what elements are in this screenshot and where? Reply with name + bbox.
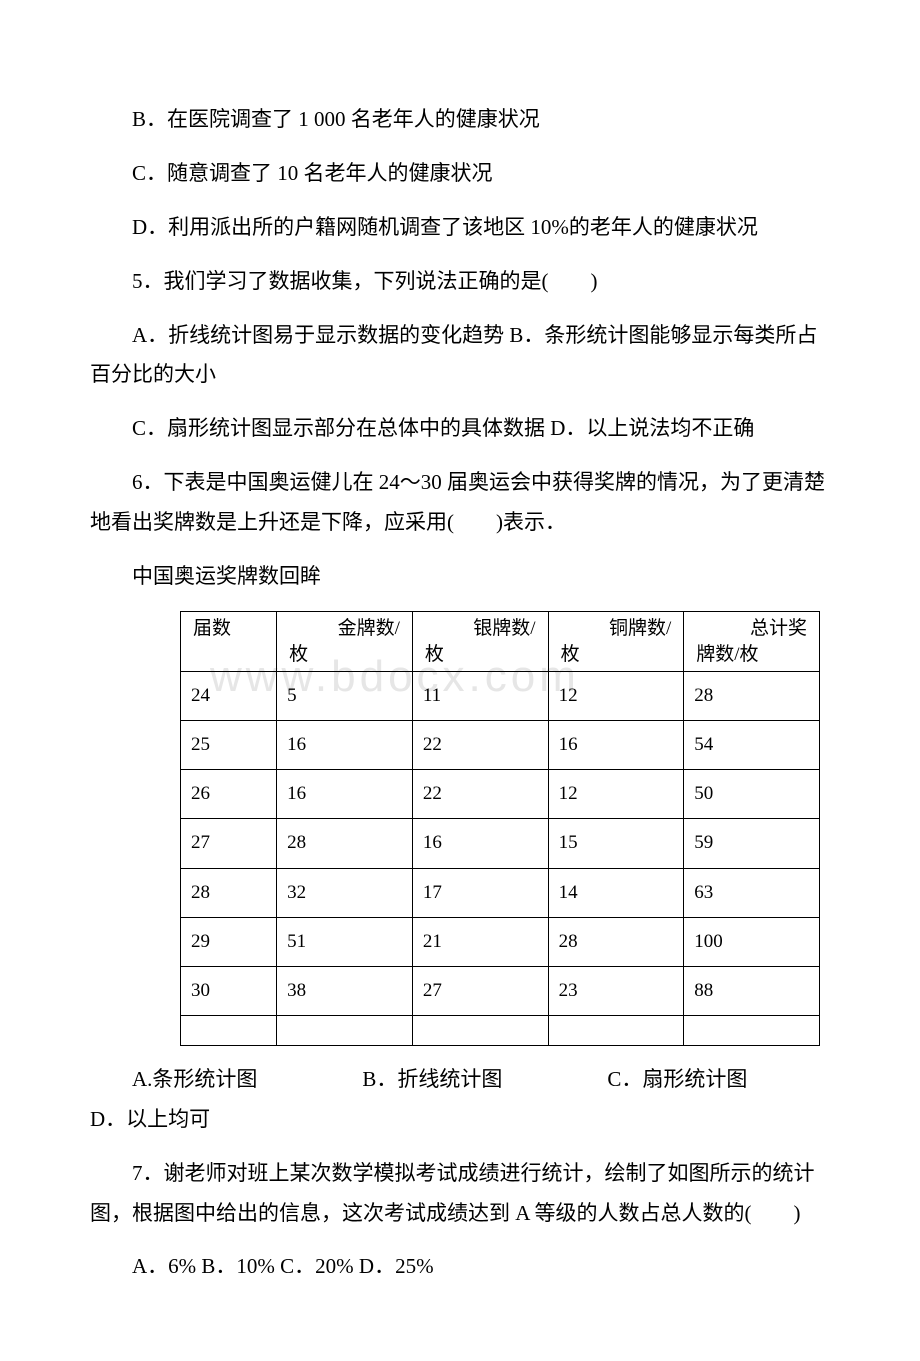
table-cell: 24 [181,672,277,721]
q6-caption: 中国奥运奖牌数回眸 [90,557,830,597]
table-cell: 14 [548,868,684,917]
table-cell: 26 [181,770,277,819]
table-cell: 23 [548,966,684,1015]
table-cell: 17 [412,868,548,917]
table-header-row: 届数 金牌数/ 枚 银牌数/ 枚 [181,611,820,671]
q6-medal-table: 届数 金牌数/ 枚 银牌数/ 枚 [180,611,820,1046]
q6-stem: 6．下表是中国奥运健儿在 24～30 届奥运会中获得奖牌的情况，为了更清楚地看出… [90,463,830,543]
table-body: 2451112282516221654261622125027281615592… [181,672,820,1046]
table-row: 3038272388 [181,966,820,1015]
table-row: 29512128100 [181,917,820,966]
th-silver: 银牌数/ 枚 [412,611,548,671]
table-cell: 16 [412,819,548,868]
table-row: 2832171463 [181,868,820,917]
table-cell: 12 [548,672,684,721]
th-silver-top: 银牌数/ [421,616,540,642]
th-silver-bot: 枚 [421,642,540,668]
th-total-top: 总计奖 [692,616,811,642]
table-row: 2728161559 [181,819,820,868]
q6-options: A.条形统计图 B．折线统计图 C．扇形统计图 D．以上均可 [90,1060,830,1140]
th-session: 届数 [181,611,277,671]
table-cell: 16 [277,721,413,770]
table-cell [412,1015,548,1045]
q7-stem: 7．谢老师对班上某次数学模拟考试成绩进行统计，绘制了如图所示的统计图，根据图中给… [90,1154,830,1234]
table-cell: 16 [277,770,413,819]
th-bronze: 铜牌数/ 枚 [548,611,684,671]
q4-option-c: C．随意调查了 10 名老年人的健康状况 [90,154,830,194]
table-cell: 28 [277,819,413,868]
table-cell: 88 [684,966,820,1015]
table-cell: 22 [412,721,548,770]
q5-options-ab: A．折线统计图易于显示数据的变化趋势 B．条形统计图能够显示每类所占百分比的大小 [90,316,830,396]
th-gold-bot: 枚 [285,642,404,668]
table-cell: 15 [548,819,684,868]
table-cell: 50 [684,770,820,819]
table-cell: 100 [684,917,820,966]
q6-table-container: www.bdocx.com 届数 金牌数/ 枚 [90,611,830,1046]
table-cell: 21 [412,917,548,966]
q5-options-cd: C．扇形统计图显示部分在总体中的具体数据 D．以上说法均不正确 [90,409,830,449]
table-cell: 16 [548,721,684,770]
table-cell: 27 [412,966,548,1015]
table-cell: 5 [277,672,413,721]
table-cell: 28 [548,917,684,966]
table-cell: 22 [412,770,548,819]
table-row: 2616221250 [181,770,820,819]
table-cell [548,1015,684,1045]
table-cell [277,1015,413,1045]
table-row: 2516221654 [181,721,820,770]
table-cell: 32 [277,868,413,917]
q4-option-d: D．利用派出所的户籍网随机调查了该地区 10%的老年人的健康状况 [90,208,830,248]
q5-stem: 5．我们学习了数据收集，下列说法正确的是( ) [90,262,830,302]
th-bronze-bot: 枚 [557,642,676,668]
table-cell: 11 [412,672,548,721]
th-total: 总计奖 牌数/枚 [684,611,820,671]
th-total-bot: 牌数/枚 [692,642,811,668]
th-gold: 金牌数/ 枚 [277,611,413,671]
table-cell: 51 [277,917,413,966]
table-cell: 30 [181,966,277,1015]
table-cell [181,1015,277,1045]
table-cell: 25 [181,721,277,770]
th-session-bot: 届数 [189,616,268,642]
table-row: 245111228 [181,672,820,721]
th-gold-top: 金牌数/ [285,616,404,642]
table-cell: 54 [684,721,820,770]
q4-option-b: B．在医院调查了 1 000 名老年人的健康状况 [90,100,830,140]
table-cell: 27 [181,819,277,868]
table-cell: 28 [181,868,277,917]
table-cell: 38 [277,966,413,1015]
table-cell: 12 [548,770,684,819]
table-cell: 29 [181,917,277,966]
table-cell [684,1015,820,1045]
table-cell: 63 [684,868,820,917]
table-cell: 59 [684,819,820,868]
table-row [181,1015,820,1045]
th-bronze-top: 铜牌数/ [557,616,676,642]
q7-options: A．6% B．10% C．20% D．25% [90,1247,830,1287]
table-cell: 28 [684,672,820,721]
